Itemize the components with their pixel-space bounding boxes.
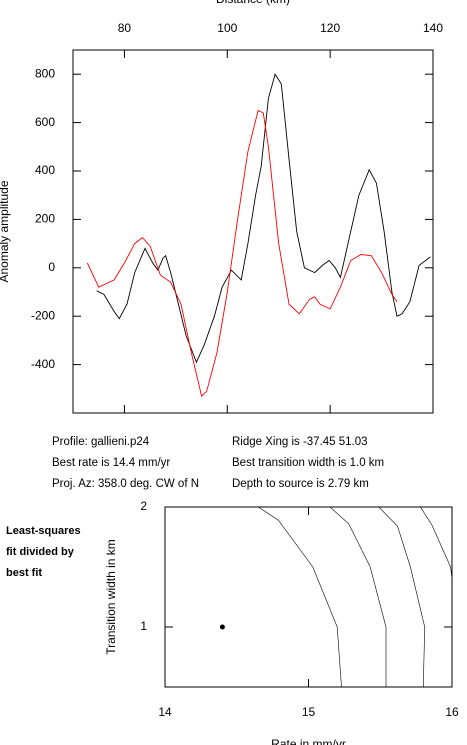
- x-tick-label: 140: [423, 21, 443, 35]
- side-title: fit divided by: [6, 546, 75, 558]
- y-tick-label: 0: [48, 260, 55, 274]
- x-tick-label: 15: [302, 705, 316, 719]
- y-tick-label: 200: [35, 212, 55, 226]
- x-axis-label: Rate in mm/yr: [271, 737, 346, 745]
- info-text: Best rate is 14.4 mm/yr: [52, 457, 170, 469]
- contour-line: [258, 506, 342, 688]
- y-tick-label: 800: [35, 66, 55, 80]
- y-axis-label: Anomaly amplitude: [0, 180, 11, 282]
- info-text: Depth to source is 2.79 km: [232, 478, 369, 490]
- y-tick-label: 400: [35, 163, 55, 177]
- x-tick-label: 80: [118, 21, 132, 35]
- y-tick-label: -400: [31, 357, 55, 371]
- y-tick-label: 600: [35, 115, 55, 129]
- contour-line: [420, 506, 453, 580]
- contour-line: [329, 506, 387, 687]
- info-text: Ridge Xing is -37.45 51.03: [232, 436, 368, 448]
- x-tick-label: 120: [320, 21, 340, 35]
- profile-line: [86, 109, 398, 397]
- x-tick-label: 100: [217, 21, 237, 35]
- contour-line: [378, 506, 426, 688]
- profile-line: [96, 73, 431, 364]
- info-text: Profile: gallieni.p24: [52, 436, 150, 448]
- y-tick-label: 2: [140, 499, 147, 513]
- info-text: Proj. Az: 358.0 deg. CW of N: [52, 478, 199, 490]
- x-tick-label: 14: [158, 705, 172, 719]
- plot-frame: [72, 49, 434, 414]
- x-axis-label: Distance (km): [216, 0, 290, 6]
- plot-frame: [164, 506, 453, 688]
- info-text: Best transition width is 1.0 km: [232, 457, 384, 469]
- side-title: Least-squares: [6, 525, 81, 537]
- best-fit-point: [219, 624, 225, 630]
- y-axis-label: Transition width in km: [104, 539, 118, 655]
- side-title: best fit: [6, 567, 42, 579]
- y-tick-label: 1: [140, 619, 147, 633]
- x-tick-label: 16: [445, 705, 459, 719]
- y-tick-label: -200: [31, 308, 55, 322]
